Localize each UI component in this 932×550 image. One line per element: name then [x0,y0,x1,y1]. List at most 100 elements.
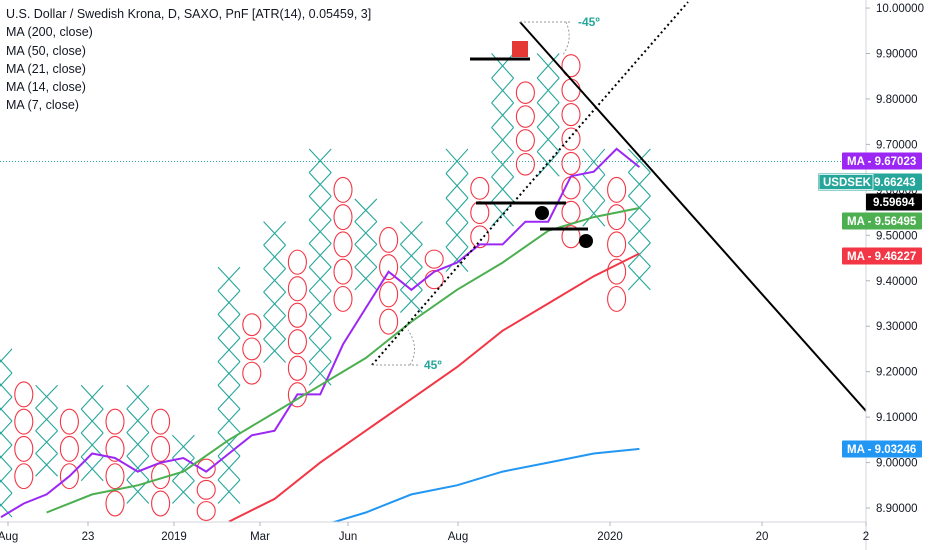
pnf-x-box [263,268,287,293]
pnf-o-box [287,249,307,275]
price-tick-label: 8.90000 [876,503,918,515]
plot-area[interactable]: -45º 45º [0,1,866,526]
pnf-x-box [308,219,332,244]
pnf-o-box [379,281,399,308]
pnf-x-box [0,348,13,374]
pnf-x-box [263,338,287,363]
price-tick-label: 9.40000 [876,276,918,288]
price-badge: MA - 9.56495 [842,212,922,230]
pnf-o-box [333,204,353,231]
pnf-x-box [263,291,287,316]
pnf-x-box [308,195,332,221]
pnf-x-box [536,53,560,79]
pnf-o-box [333,231,353,258]
pnf-o-box [151,490,171,517]
pnf-o-box [561,200,581,224]
angle-arc-bottom [407,329,415,366]
price-badges: MA - 9.67023 USDSEK 9.66243 9.59694 MA - 9.… [818,152,922,458]
price-badge: MA - 9.67023 [842,152,922,170]
pnf-o-box [515,105,535,128]
price-badge: MA - 9.46227 [842,247,922,265]
pnf-x-box [217,290,241,315]
pnf-o-box [14,408,34,435]
legend-ma-21[interactable]: MA (21, close) [6,61,86,76]
pnf-x-box [263,244,287,270]
pnf-x-box [536,102,560,128]
pnf-x-box [217,337,241,363]
pnf-o-box [470,201,490,225]
pnf-o-box [333,176,353,203]
pnf-o-box [561,103,581,127]
pnf-x-box [491,176,515,202]
pnf-x-box [627,195,651,220]
legend-ma-7[interactable]: MA (7, close) [6,98,79,113]
pnf-x-box [308,148,332,173]
legend-ma-14[interactable]: MA (14, close) [6,80,86,95]
pnf-x-box [263,221,287,246]
pnf-x-box [217,314,241,339]
pnf-o-box [105,463,125,490]
pnf-o-box [59,408,79,435]
pnf-o-box [379,308,399,335]
pnf-x-box [80,408,104,434]
legend-title[interactable]: U.S. Dollar / Swedish Krona, D, SAXO, Pn… [6,7,372,21]
pnf-x-box [172,457,195,482]
pnf-o-box [287,302,307,328]
price-tick-label: 9.10000 [876,412,918,424]
pnf-x-box [263,315,287,340]
pnf-o-box [561,78,581,102]
pnf-x-box [308,290,332,315]
pnf-x-box [80,384,104,410]
price-badge: 9.59694 [866,193,922,211]
pnf-x-box [126,384,150,410]
pnf-o-box [607,176,627,203]
time-tick-label: 2020 [597,531,623,543]
legend-ma-200[interactable]: MA (200, close) [6,25,93,40]
pnf-o-box [333,285,353,312]
time-axis[interactable]: Aug 23 2019 Mar Jun Aug 2020 20 2 [0,521,869,543]
pnf-o-box [515,153,535,176]
price-tick-label: 9.30000 [876,321,918,333]
pnf-x-box [0,420,13,446]
pnf-x-box [400,289,423,313]
pnf-o-box [105,408,125,435]
pnf-x-box [0,396,13,422]
ma-line-3 [228,252,640,522]
pnf-o-box [14,463,34,490]
pnf-o-box [515,81,535,104]
pnf-o-box [105,490,125,517]
pnf-x-box [400,266,423,291]
time-tick-label: 2019 [161,531,187,543]
pnf-x-box [491,151,515,178]
pnf-o-box [561,151,581,175]
pnf-o-box [242,337,262,361]
ma-line-4 [330,447,640,522]
pnf-o-box [105,435,125,462]
pnf-x-box [126,455,150,481]
pnf-x-box [308,243,332,268]
price-tick-label: 9.90000 [876,49,918,61]
ma-line-1 [0,147,641,518]
legend-ma-50[interactable]: MA (50, close) [6,43,86,58]
pnf-x-box [445,173,469,199]
pnf-o-box [424,270,444,290]
angle-arc-top [561,21,570,57]
price-badge-label: MA - 9.56495 [847,216,917,228]
pnf-o-box [151,408,171,435]
pnf-x-box [491,53,515,79]
pnf-o-box [59,435,79,462]
price-badge: MA - 9.03246 [842,440,922,458]
pnf-x-box [491,102,515,128]
pnf-o-box [515,129,535,152]
pnf-x-box [354,198,378,223]
price-axis[interactable]: 8.90000 9.00000 9.10000 9.20000 9.30000 9.400… [865,0,924,550]
pnf-x-box [35,384,58,409]
price-tick-label: 9.00000 [876,458,918,470]
pnf-x-box [627,172,651,197]
pnf-x-box [400,221,423,245]
pnf-x-box [445,222,469,248]
pnf-x-box [217,384,241,410]
pnf-x-box [217,266,241,292]
pnf-x-box [491,127,515,153]
